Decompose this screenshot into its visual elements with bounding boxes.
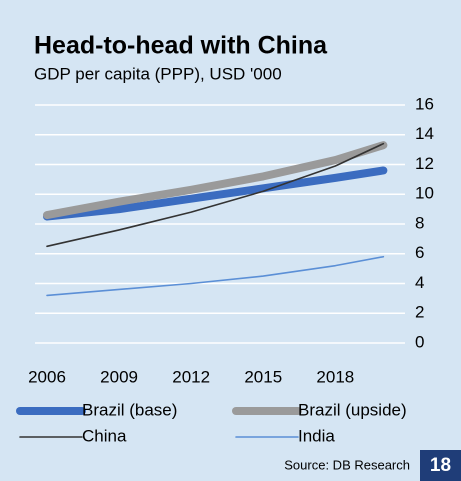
series-line	[46, 142, 385, 248]
x-tick-label: 2015	[244, 367, 282, 386]
legend-label: Brazil (upside)	[298, 400, 407, 419]
series-line	[43, 141, 388, 220]
chart-title: Head-to-head with China	[34, 32, 328, 60]
legend-label: China	[82, 426, 127, 445]
legend-label: Brazil (base)	[82, 400, 177, 419]
x-tick-label: 2006	[28, 367, 66, 386]
source: Source: DB Research	[284, 457, 410, 472]
page-number: 18	[430, 455, 451, 476]
y-tick-label: 12	[415, 154, 434, 173]
legend-label: India	[298, 426, 335, 445]
chart-subtitle: GDP per capita (PPP), USD '000	[34, 64, 282, 83]
y-tick-label: 0	[415, 332, 424, 351]
x-tick-label: 2009	[100, 367, 138, 386]
series-line	[43, 166, 388, 221]
y-tick-label: 8	[415, 213, 424, 232]
y-tick-label: 2	[415, 303, 424, 322]
x-tick-label: 2018	[316, 367, 354, 386]
series-line	[46, 255, 385, 297]
page-number-box	[420, 450, 461, 481]
y-tick-label: 4	[415, 273, 424, 292]
y-tick-label: 14	[415, 124, 434, 143]
y-tick-label: 16	[415, 94, 434, 113]
y-tick-label: 6	[415, 243, 424, 262]
y-tick-label: 10	[415, 184, 434, 203]
x-tick-label: 2012	[172, 367, 210, 386]
